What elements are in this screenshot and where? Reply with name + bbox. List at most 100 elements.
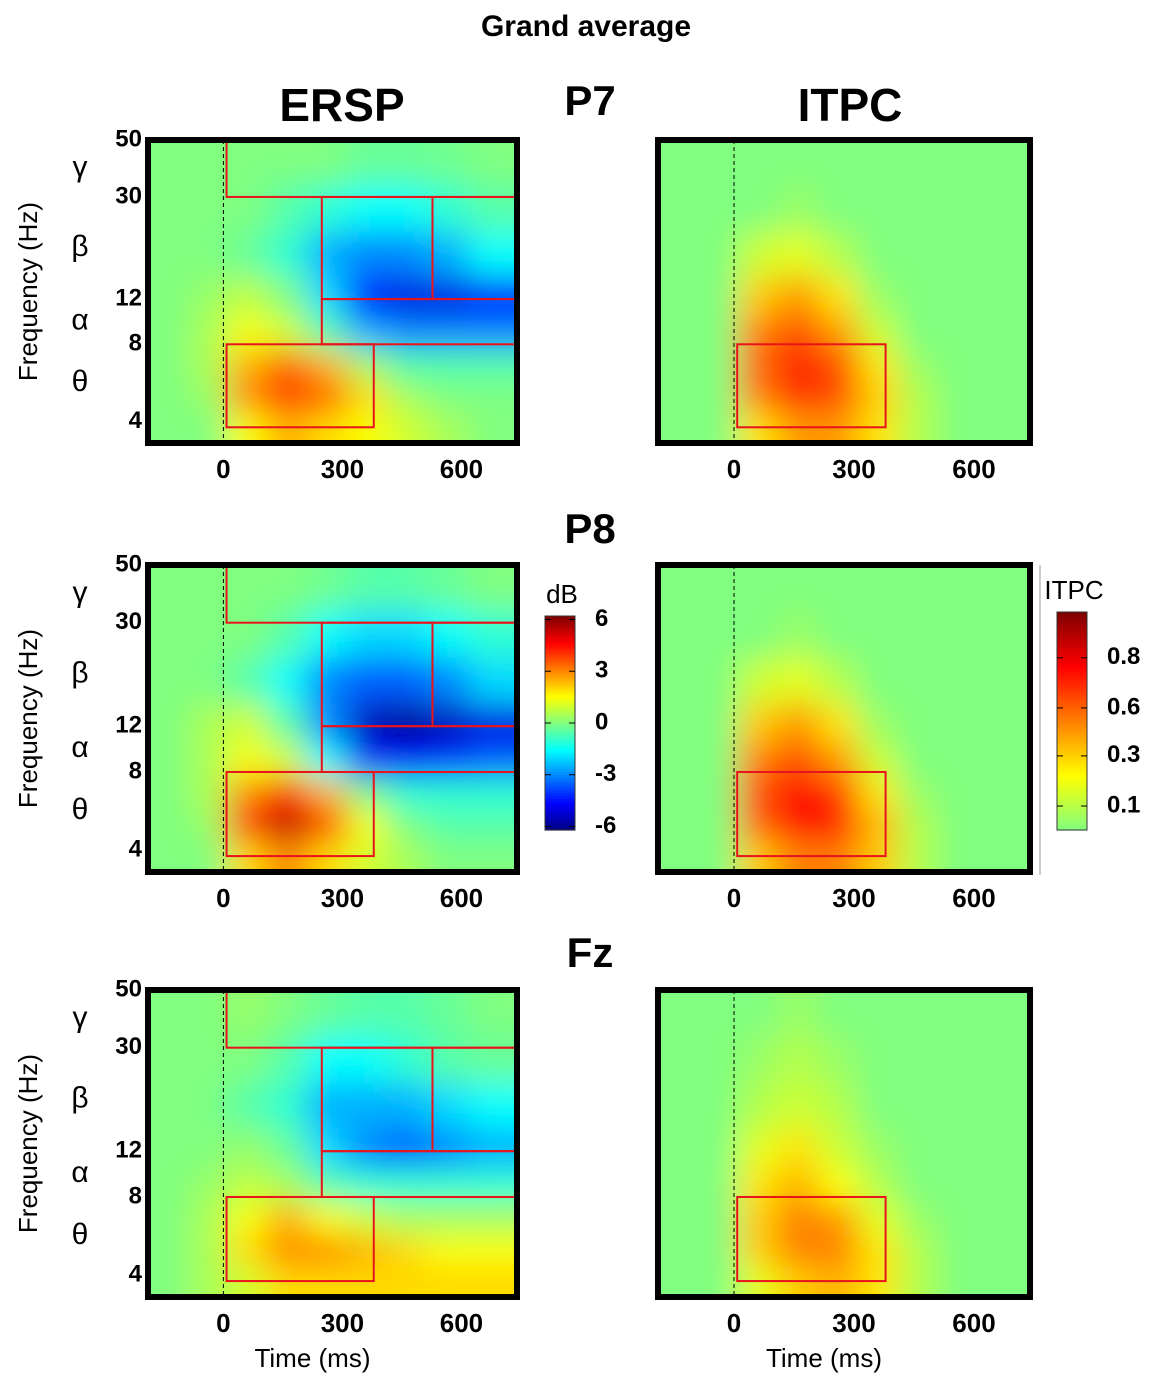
heatmap-cell — [818, 990, 859, 1036]
heatmap-cells — [148, 565, 517, 872]
colorbar-strip — [545, 634, 575, 638]
heatmap-cell — [778, 777, 819, 811]
colorbar-strip — [545, 666, 575, 671]
heatmap-cell — [938, 609, 983, 658]
heatmap-cell — [858, 1034, 899, 1083]
heatmap-cell — [738, 1235, 779, 1267]
y-tick-label: 30 — [115, 608, 142, 635]
colorbar-strip — [545, 792, 575, 796]
colorbar-strip — [1057, 805, 1087, 809]
heatmap-cell — [306, 1128, 347, 1168]
heatmap-cell — [898, 1128, 939, 1168]
heatmap-cell — [267, 382, 308, 413]
colorbar-strip — [1057, 761, 1087, 766]
heatmap-cell — [425, 1202, 470, 1236]
heatmap-cell — [738, 276, 779, 316]
heatmap-cell — [267, 777, 308, 811]
heatmap-cell — [346, 609, 387, 658]
heatmap-cell — [778, 810, 819, 842]
heatmap-cell — [187, 742, 228, 778]
y-axis-label: Frequency (Hz) — [13, 1054, 43, 1233]
colorbar-strip — [545, 717, 575, 721]
heatmap-cell — [698, 382, 739, 413]
heatmap-cell — [469, 609, 517, 658]
colorbar-strip — [1057, 824, 1087, 828]
heatmap-cell — [386, 411, 427, 443]
heatmap-cell — [898, 140, 939, 185]
heatmap-cell — [858, 565, 899, 611]
heatmap-cell — [698, 315, 739, 350]
colorbar-strip — [1057, 756, 1087, 760]
heatmap-cell — [187, 140, 228, 185]
x-tick-label: 300 — [832, 883, 875, 913]
heatmap-cell — [818, 231, 859, 277]
colorbar-strip — [1057, 797, 1087, 801]
colorbar-strip — [1057, 685, 1087, 689]
colorbar-tick-label: 0 — [595, 708, 608, 735]
heatmap-cell — [738, 382, 779, 413]
heatmap-cell — [386, 349, 427, 383]
heatmap-cell — [982, 777, 1030, 811]
heatmap-cell — [469, 276, 517, 316]
heatmap-cell — [469, 990, 517, 1036]
colorbar-strip — [545, 629, 575, 633]
colorbar-strip — [1057, 647, 1087, 651]
colorbar-strip — [545, 712, 575, 716]
heatmap-cell — [898, 1202, 939, 1236]
heatmap-cell — [425, 411, 470, 443]
heatmap-cell — [227, 1202, 268, 1236]
heatmap-cell — [738, 840, 779, 872]
heatmap-cell — [469, 1265, 517, 1297]
colorbar-strip — [1057, 641, 1087, 646]
colorbar-strip — [1057, 652, 1087, 657]
colorbar-strip — [1057, 666, 1087, 670]
heatmap-cell — [386, 657, 427, 704]
heatmap-cell — [306, 1082, 347, 1129]
heatmap-cell — [858, 1235, 899, 1267]
colorbar-strip — [1057, 802, 1087, 807]
heatmap-cell — [187, 276, 228, 316]
heatmap-cell — [187, 315, 228, 350]
heatmap-cell — [818, 703, 859, 743]
heatmap-cell — [227, 840, 268, 872]
colorbar-strip — [545, 739, 575, 743]
heatmap-cell — [698, 777, 739, 811]
heatmap-cell — [148, 840, 189, 872]
colorbar-strip — [545, 779, 575, 783]
colorbar-strip — [1057, 718, 1087, 722]
heatmap-cell — [267, 703, 308, 743]
heatmap-cell — [148, 810, 189, 842]
heatmap-cell — [469, 231, 517, 277]
colorbar-strip — [545, 714, 575, 719]
colorbar-strip — [1057, 827, 1087, 831]
colorbar-strip — [545, 706, 575, 711]
heatmap-cell — [306, 382, 347, 413]
heatmap-cell — [386, 1034, 427, 1083]
heatmap-cell — [658, 565, 699, 611]
heatmap-cell — [818, 1034, 859, 1083]
heatmap-cell — [898, 1265, 939, 1297]
colorbar-strip — [1057, 617, 1087, 621]
colorbar-strip — [1057, 680, 1087, 684]
x-tick-label: 0 — [727, 454, 741, 484]
heatmap-cell — [982, 703, 1030, 743]
colorbar-strip — [545, 760, 575, 764]
heatmap-cell — [425, 140, 470, 185]
heatmap-cell — [738, 565, 779, 611]
heatmap-cell — [187, 1128, 228, 1168]
heatmap-cell — [148, 1167, 189, 1203]
heatmap-cell — [658, 1167, 699, 1203]
colorbar-strip — [545, 816, 575, 820]
heatmap-cell — [898, 315, 939, 350]
heatmap-cell — [425, 990, 470, 1036]
colorbar-strip — [1057, 712, 1087, 717]
heatmap-cell — [306, 349, 347, 383]
heatmap-cell — [698, 1167, 739, 1203]
colorbar-strip — [545, 677, 575, 681]
heatmap-cell — [187, 382, 228, 413]
colorbar-strip — [545, 664, 575, 668]
plot-frame — [145, 137, 520, 446]
column-title: ERSP — [279, 79, 404, 131]
heatmap-cell — [738, 1202, 779, 1236]
heatmap-cell — [469, 140, 517, 185]
